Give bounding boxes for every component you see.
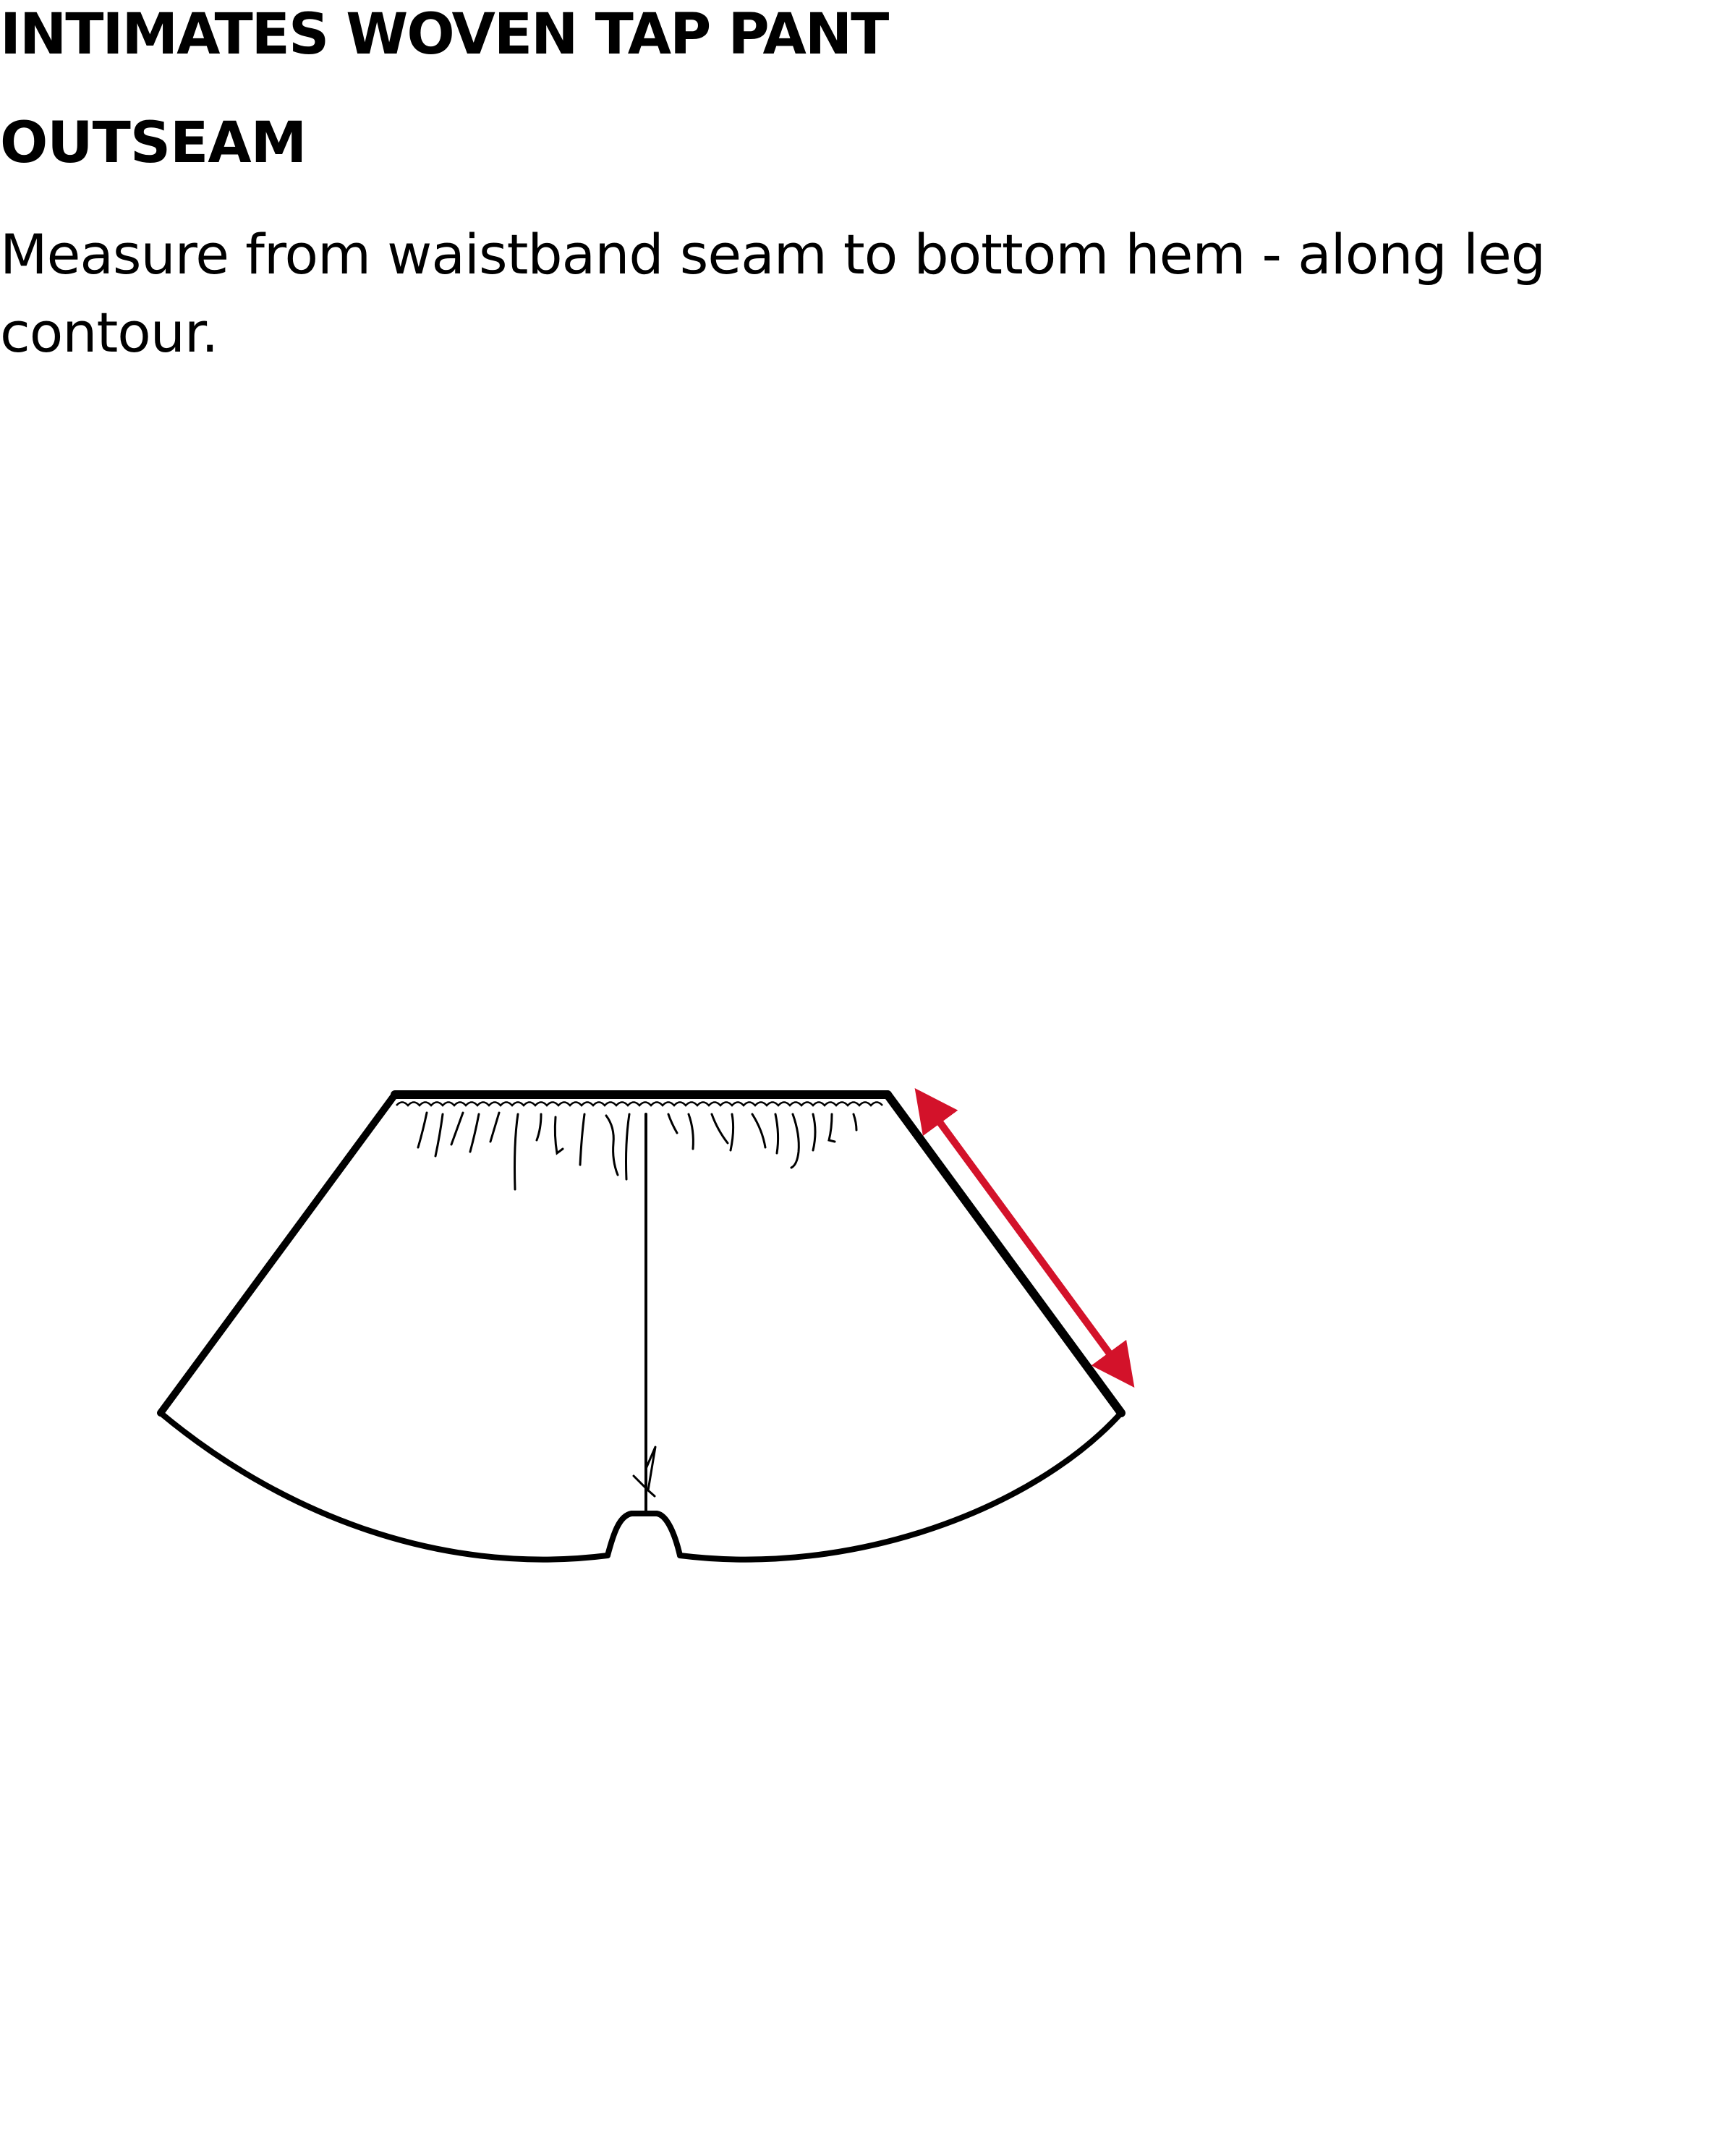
left-outseam	[157, 1091, 399, 1417]
right-outseam	[883, 1090, 1126, 1417]
page-title: INTIMATES WOVEN TAP PANT	[0, 2, 889, 67]
gathering-lines	[417, 1111, 858, 1191]
left-leg-hem	[158, 1410, 610, 1563]
picot-elastic-edge	[396, 1101, 883, 1107]
measurement-instruction: Measure from waistband seam to bottom he…	[0, 222, 1546, 365]
garment-sketch-icon	[157, 1090, 1126, 1563]
crotch-seam	[605, 1511, 683, 1558]
placket-slit	[632, 1446, 657, 1498]
right-leg-hem	[677, 1410, 1124, 1563]
outseam-measure-arrow-icon	[914, 1088, 1135, 1388]
measurement-name: OUTSEAM	[0, 111, 307, 176]
